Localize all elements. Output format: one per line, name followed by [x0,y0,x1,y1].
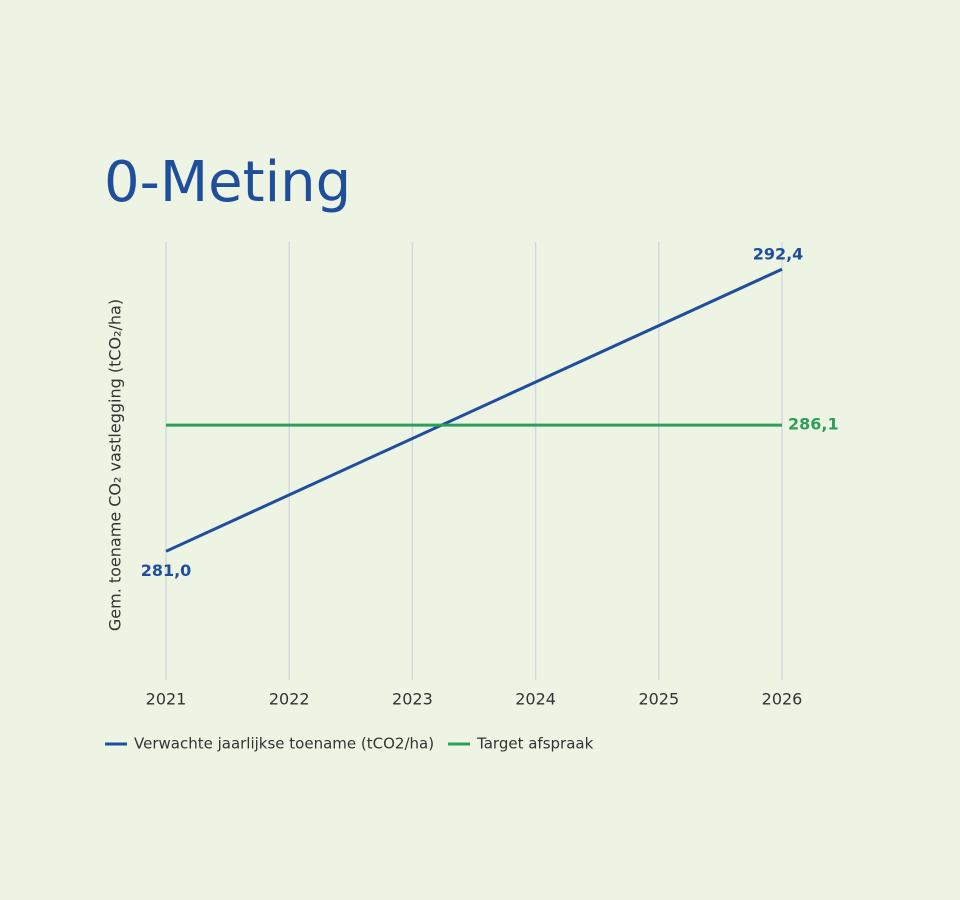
x-tick-label: 2026 [762,690,803,709]
data-label: 286,1 [788,415,839,434]
x-tick-label: 2025 [638,690,679,709]
x-tick-label: 2023 [392,690,433,709]
x-tick-label: 2021 [146,690,187,709]
x-tick-label: 2024 [515,690,556,709]
x-tick-label: 2022 [269,690,310,709]
legend-label: Verwachte jaarlijkse toename (tCO2/ha) [134,735,434,753]
legend-label: Target afspraak [476,735,594,753]
series-line [165,267,783,553]
data-label: 292,4 [753,245,804,264]
y-axis-label: Gem. toename CO₂ vastlegging (tCO₂/ha) [106,299,125,631]
data-label: 281,0 [141,561,192,580]
chart-title: 0-Meting [104,150,351,215]
